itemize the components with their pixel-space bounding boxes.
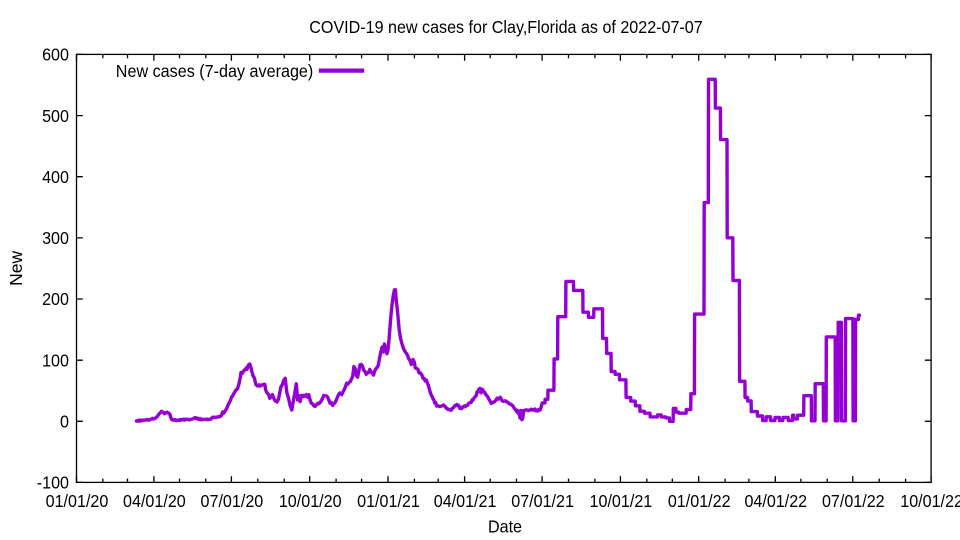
svg-text:New: New xyxy=(6,251,26,286)
svg-text:10/01/20: 10/01/20 xyxy=(279,491,342,511)
svg-text:04/01/21: 04/01/21 xyxy=(434,491,497,511)
svg-text:200: 200 xyxy=(42,289,69,309)
svg-text:400: 400 xyxy=(42,167,69,187)
svg-text:600: 600 xyxy=(42,45,69,65)
svg-text:07/01/22: 07/01/22 xyxy=(822,491,885,511)
svg-text:07/01/20: 07/01/20 xyxy=(201,491,264,511)
svg-text:300: 300 xyxy=(42,228,69,248)
svg-text:COVID-19 new cases for Clay,Fl: COVID-19 new cases for Clay,Florida as o… xyxy=(309,17,702,37)
svg-text:04/01/20: 04/01/20 xyxy=(123,491,186,511)
svg-text:01/01/22: 01/01/22 xyxy=(668,491,731,511)
svg-text:10/01/22: 10/01/22 xyxy=(900,491,960,511)
svg-text:01/01/20: 01/01/20 xyxy=(46,491,109,511)
svg-text:01/01/21: 01/01/21 xyxy=(357,491,420,511)
svg-text:-100: -100 xyxy=(37,473,69,493)
svg-text:04/01/22: 04/01/22 xyxy=(744,491,807,511)
svg-text:100: 100 xyxy=(42,350,69,370)
svg-text:07/01/21: 07/01/21 xyxy=(511,491,574,511)
svg-text:10/01/21: 10/01/21 xyxy=(590,491,653,511)
svg-text:Date: Date xyxy=(488,517,522,537)
svg-text:500: 500 xyxy=(42,106,69,126)
svg-text:New cases (7-day average): New cases (7-day average) xyxy=(116,61,314,81)
svg-text:0: 0 xyxy=(60,412,69,432)
